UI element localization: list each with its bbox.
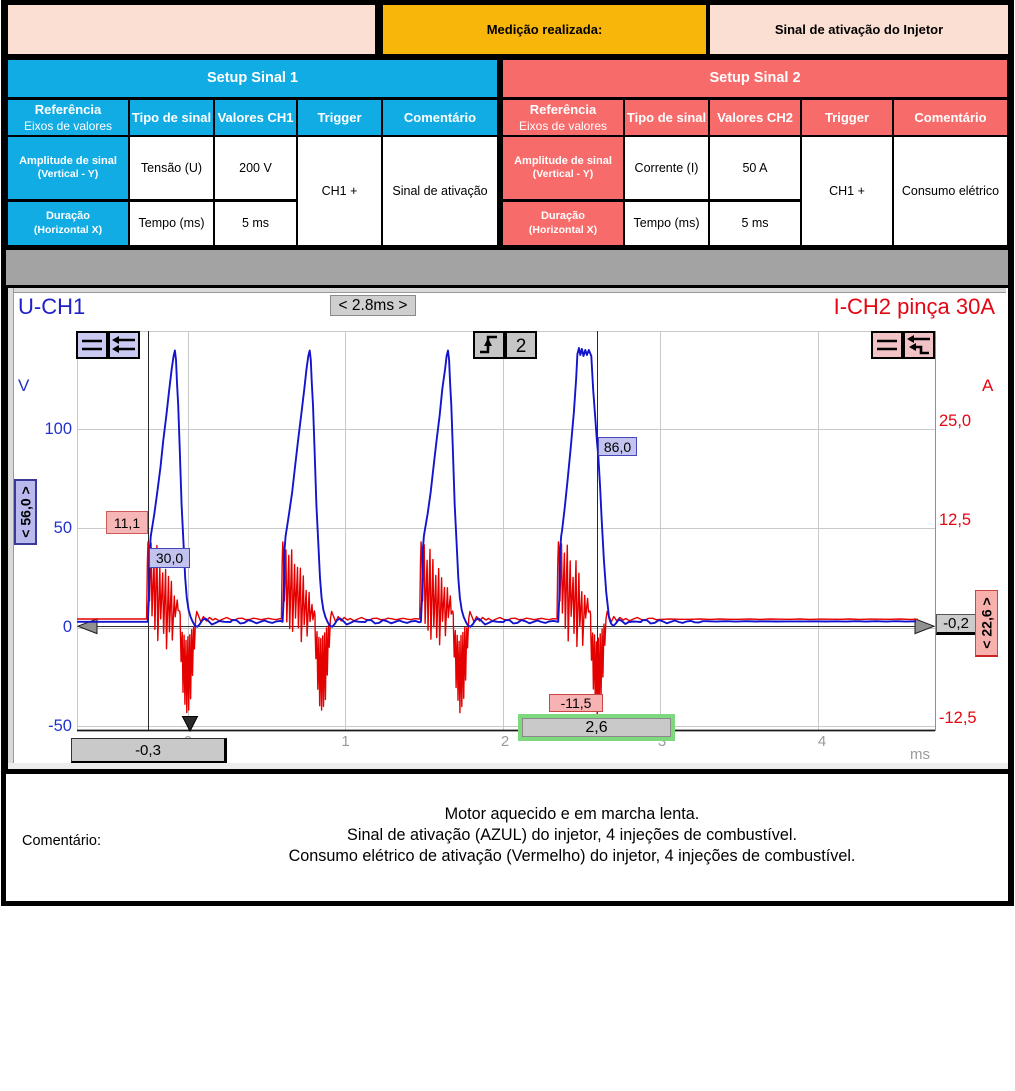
svg-text:2: 2 [516,336,527,357]
